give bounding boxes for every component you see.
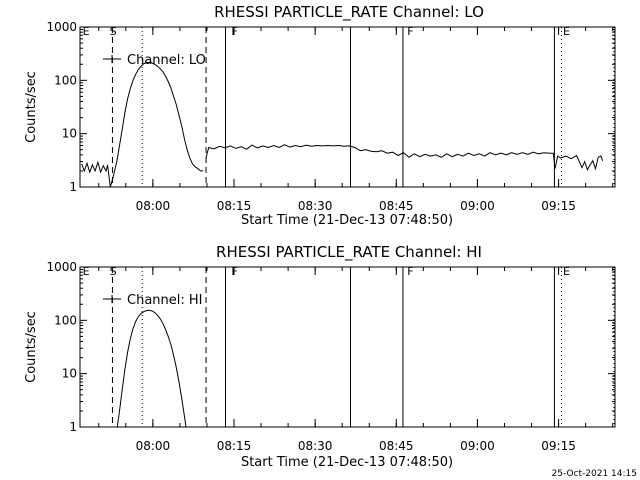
x-tick-label: 09:15 [541,439,576,453]
legend-label: Channel: HI [127,293,203,308]
y-axis: 1 10 100 1000 [46,260,615,434]
chart-title: RHESSI PARTICLE_RATE Channel: HI [216,243,482,262]
x-tick-label: 08:45 [379,199,414,213]
plot-frame [79,266,616,428]
time-markers [111,267,615,427]
y-tick-label: 10 [62,367,77,381]
x-tick-label: 08:45 [379,439,414,453]
flag-label: F [231,265,237,278]
x-tick-label: 09:15 [541,199,576,213]
x-axis-label: Start Time (21-Dec-13 07:48:50) [241,455,453,470]
time-markers [111,27,615,187]
flag-label: E [563,265,570,278]
series-line [81,61,204,188]
flag-label: F [407,265,413,278]
flag-label: E [563,25,570,38]
x-tick-label: 08:30 [298,199,333,213]
flag-label: S [110,265,117,278]
y-tick-label: 1 [69,420,77,434]
series-group [116,309,187,428]
legend: Channel: LO [103,53,206,68]
y-tick-label: 1 [69,180,77,194]
flag-label: E [83,25,90,38]
chart-title: RHESSI PARTICLE_RATE Channel: LO [214,3,484,22]
y-tick-label: 100 [54,313,77,327]
series-line [205,144,604,172]
legend-label: Channel: LO [127,53,206,68]
y-tick-label: 100 [54,73,77,87]
x-tick-label: 08:15 [217,439,252,453]
x-axis-label: Start Time (21-Dec-13 07:48:50) [241,213,453,228]
series-group [81,61,604,188]
plot-frame [79,26,616,188]
series-line [116,309,187,428]
x-axis: 08:00 08:15 08:30 08:45 09:00 09:15 [98,267,614,453]
x-tick-label: 08:00 [136,199,171,213]
legend: Channel: HI [103,293,203,308]
x-axis: 08:00 08:15 08:30 08:45 09:00 09:15 [98,27,614,213]
flag-label: F [407,25,413,38]
x-tick-label: 08:30 [298,439,333,453]
y-tick-label: 1000 [46,260,77,274]
x-tick-label: 09:00 [460,439,495,453]
flag-label: S [110,25,117,38]
y-axis-label: Counts/sec [24,311,39,383]
flag-label: E [83,265,90,278]
flag-label: F [231,25,237,38]
y-axis-label: Counts/sec [24,71,39,143]
footer-stamp: 25-Oct-2021 14:15 [552,469,637,479]
chart-panel-hi: RHESSI PARTICLE_RATE Channel: HI E S F F E 1… [24,243,616,470]
y-tick-label: 10 [62,127,77,141]
x-tick-label: 08:15 [217,199,252,213]
y-tick-label: 1000 [46,20,77,34]
x-tick-label: 08:00 [136,439,171,453]
x-tick-label: 09:00 [460,199,495,213]
y-axis: 1 10 100 1000 [46,20,615,194]
chart-panel-lo: RHESSI PARTICLE_RATE Channel: LO E S F F E 1… [24,3,616,228]
